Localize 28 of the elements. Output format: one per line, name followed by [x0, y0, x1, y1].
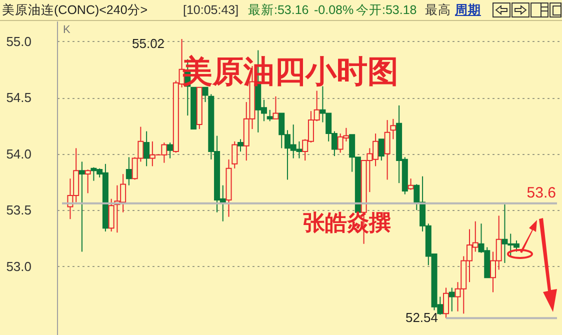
annotation: 55.02 [132, 36, 165, 51]
text: 最高 [425, 2, 451, 19]
text: 最新:53.16 [248, 2, 309, 19]
candlestick [272, 96, 279, 120]
candlestick [378, 138, 384, 162]
y-tick-label: 55.0 [6, 34, 32, 49]
ref-line-label: 52.54 [405, 310, 438, 326]
ref-line-label: 53.6 [526, 184, 556, 202]
candlestick [144, 130, 150, 167]
y-tick-label: 53.5 [6, 202, 32, 218]
candlestick [266, 109, 273, 122]
chart-subtitle: 美原油连(CONC)<240分> [2, 2, 148, 19]
y-tick-label: 53.0 [6, 258, 32, 274]
candlestick [78, 161, 85, 252]
annotation: K [63, 24, 71, 36]
candlestick [238, 138, 244, 152]
text: 周期 [455, 2, 481, 19]
candlestick [448, 287, 455, 312]
candlestick [232, 140, 238, 169]
candlestick [84, 169, 91, 194]
y-tick-label: 54.0 [6, 146, 32, 162]
candlestick [167, 142, 174, 159]
candlestick [126, 156, 132, 186]
y-tick-label: 54.5 [6, 90, 32, 106]
text: 今开:53.18 [356, 2, 417, 19]
text: -0.08% [314, 2, 354, 19]
candlestick [443, 287, 450, 319]
text: [10:05:43] [183, 2, 239, 19]
